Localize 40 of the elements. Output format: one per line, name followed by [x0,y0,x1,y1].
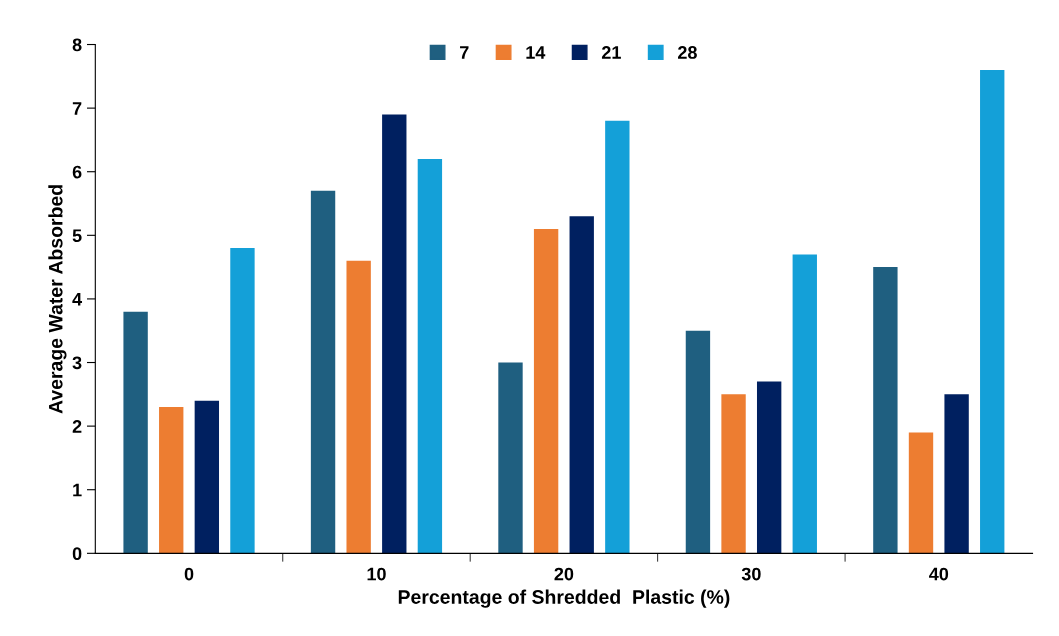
bar [792,254,817,554]
y-tick-label: 6 [72,165,82,179]
y-tick-label: 0 [72,547,82,561]
legend-label: 28 [678,46,697,59]
bar [498,362,523,554]
x-tick-label: 30 [741,567,761,581]
y-tick-label: 4 [72,293,83,306]
y-tick-label: 5 [72,229,82,243]
bar [980,69,1005,554]
y-tick-label: 1 [73,483,82,497]
x-tick-label: 10 [367,567,386,581]
x-axis-title: Percentage of Shredded Plastic (%) [398,589,730,608]
bar [569,216,594,554]
y-axis-title: Average Water Absorbed [48,185,67,414]
x-tick-label: 40 [929,567,949,581]
bar [721,394,746,554]
bar [533,228,559,554]
bar [346,260,371,554]
bar [230,248,255,554]
bar [944,394,969,554]
bar [382,114,407,554]
x-tick-label: 0 [184,567,194,581]
y-tick-label: 3 [72,356,82,370]
bar [123,311,148,554]
y-tick-label: 7 [72,102,82,115]
bar [908,432,934,554]
bar [685,330,711,554]
legend-label: 7 [460,46,469,59]
y-tick-label: 2 [72,420,82,433]
legend-label: 14 [526,46,546,59]
bar [159,407,184,554]
bar [310,190,336,554]
x-tick-label: 20 [554,567,574,581]
bar [873,267,898,554]
bar [194,400,220,554]
bar [605,120,630,554]
legend-label: 21 [601,46,621,59]
bar [417,159,443,554]
y-tick-label: 8 [72,38,82,52]
bar [756,381,782,554]
